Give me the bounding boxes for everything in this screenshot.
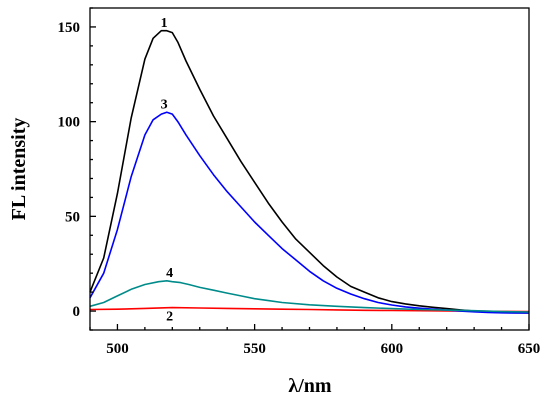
curve-label-2: 2	[166, 310, 173, 325]
x-axis-title: λ/nm	[288, 375, 332, 397]
curve-label-4: 4	[166, 266, 173, 281]
series-layer	[89, 29, 530, 314]
y-tick-label: 0	[73, 304, 81, 320]
y-tick-label: 150	[58, 20, 81, 36]
series-1-line	[89, 29, 530, 314]
curve-label-3: 3	[161, 97, 168, 112]
series-4-line	[89, 279, 530, 313]
y-axis-ticks: 0 50 100 150	[58, 7, 96, 331]
curve-label-1: 1	[161, 16, 168, 31]
y-tick-label: 100	[58, 115, 81, 131]
x-axis-ticks: 500 550 600 650	[89, 324, 541, 357]
x-tick-label: 650	[518, 341, 541, 357]
x-tick-label: 550	[243, 341, 266, 357]
x-tick-label: 600	[381, 341, 404, 357]
curve-label-layer: 1 3 4 2	[161, 16, 173, 325]
y-axis-title: FL intensity	[8, 118, 30, 221]
y-tick-label: 50	[65, 209, 80, 225]
x-tick-label: 500	[106, 341, 129, 357]
